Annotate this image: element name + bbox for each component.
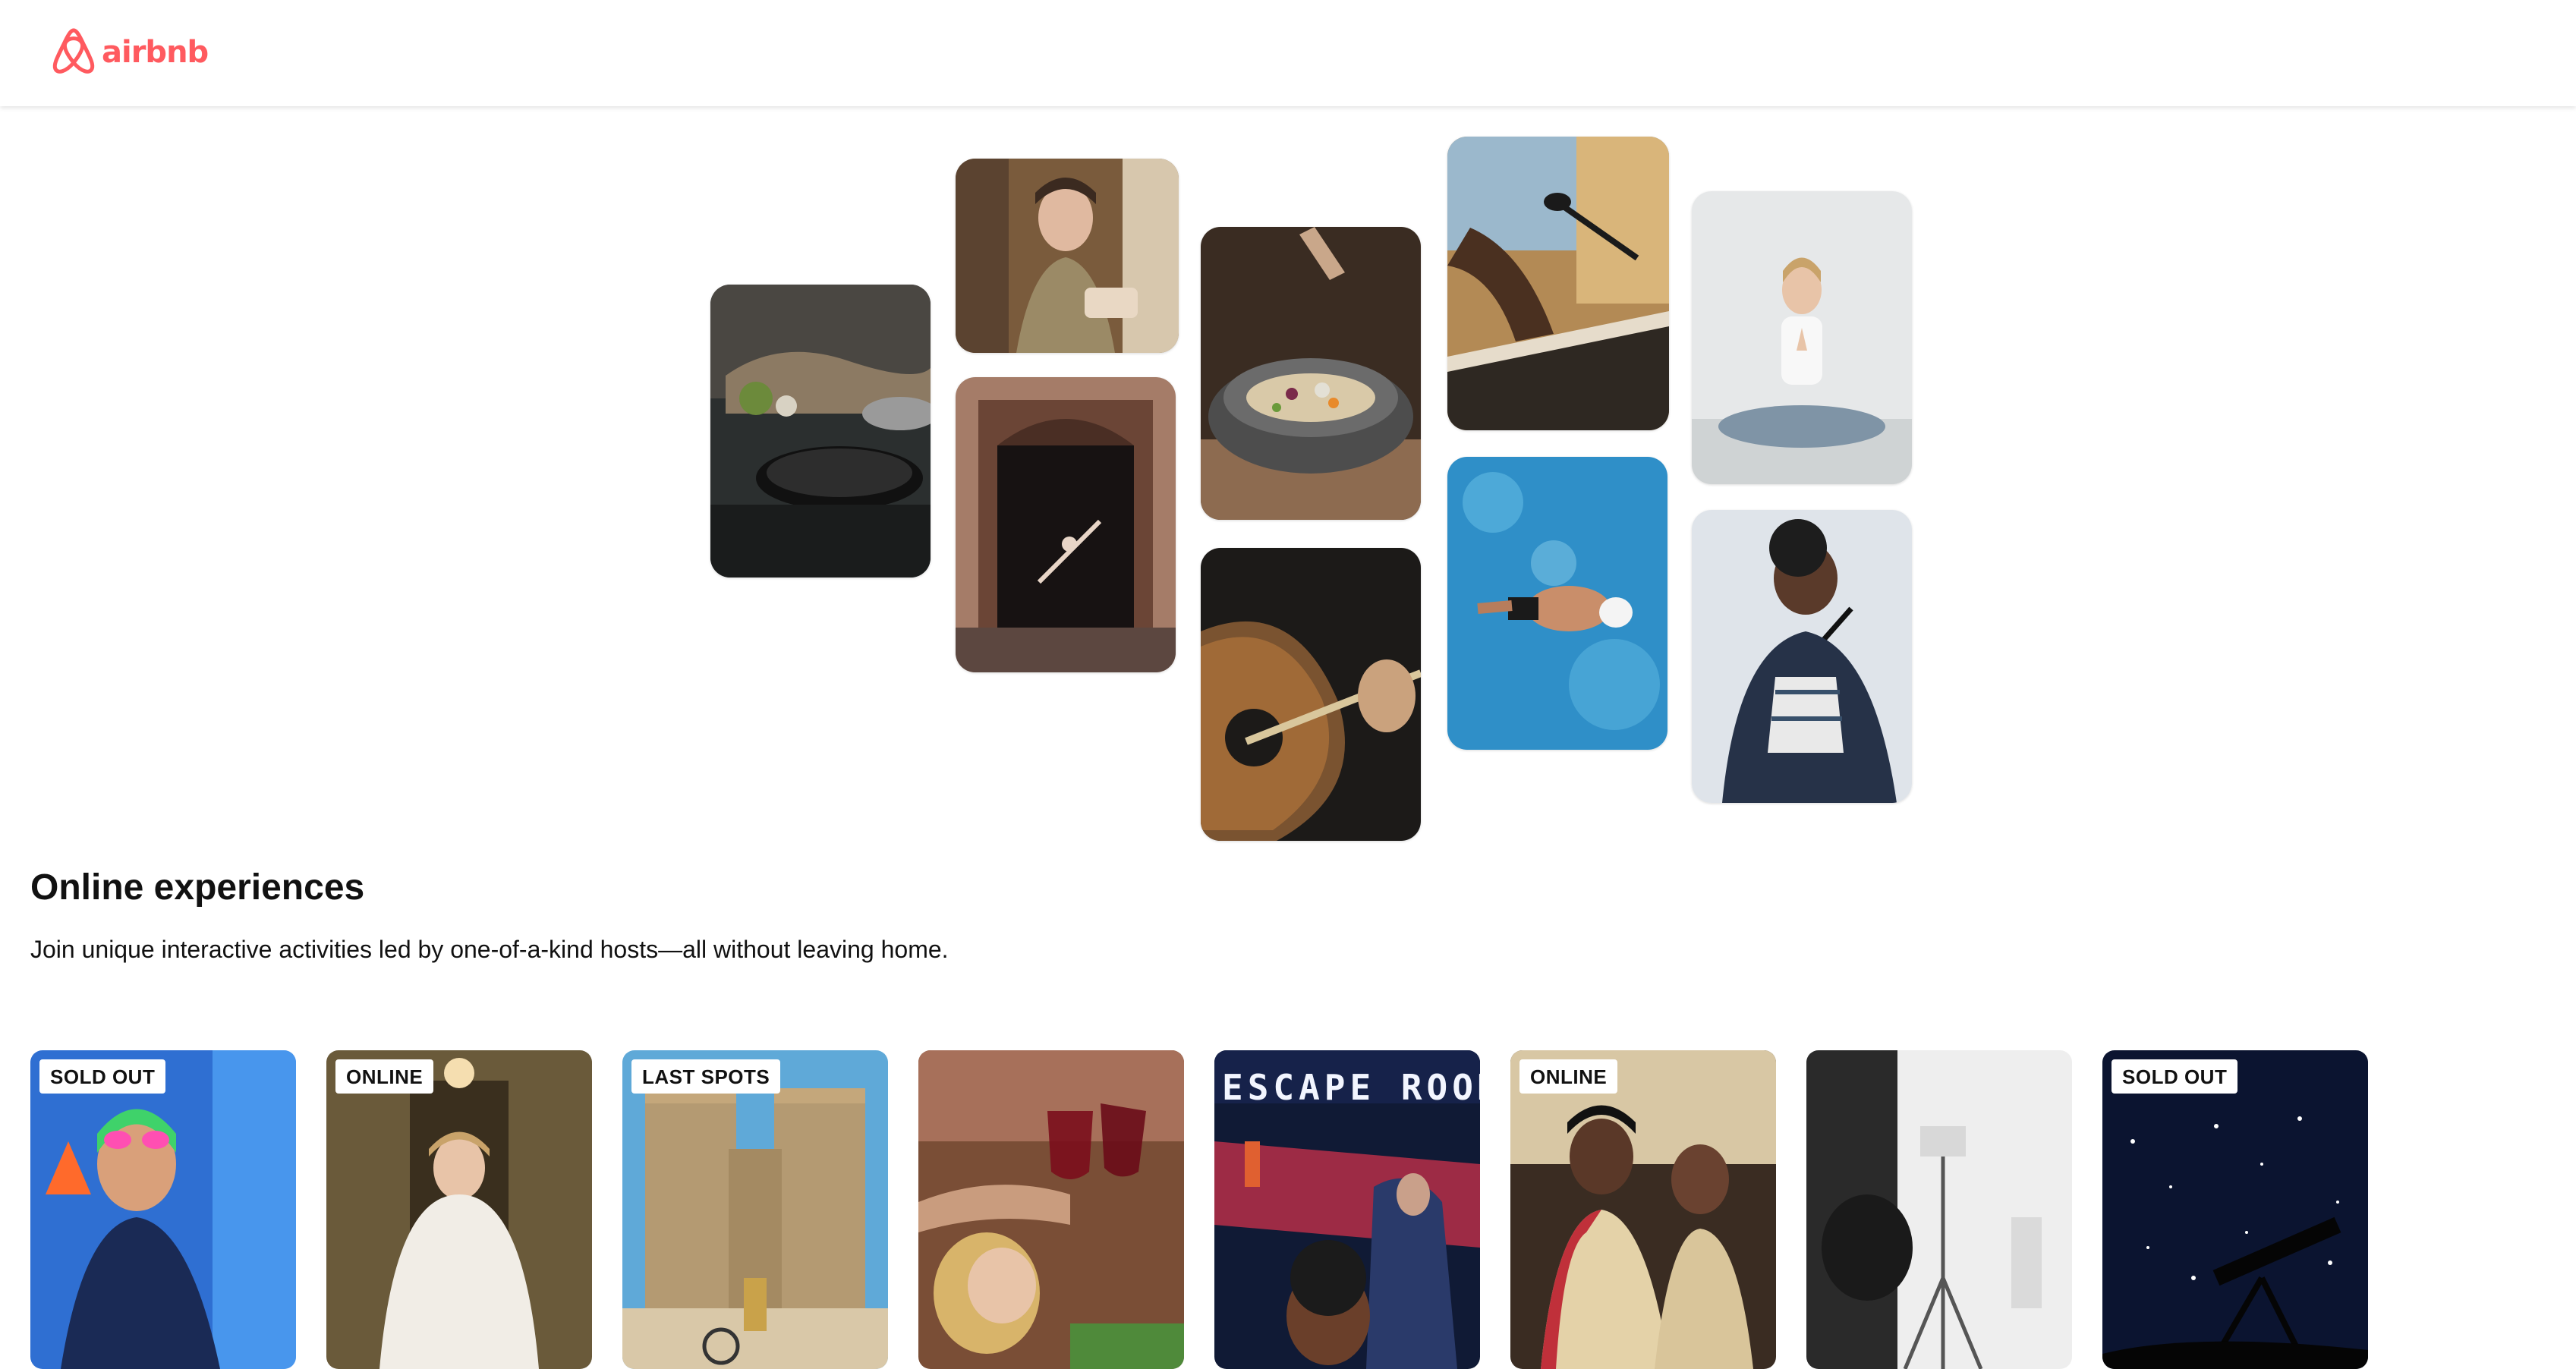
card-badge: ONLINE xyxy=(1519,1059,1618,1094)
hero-tile-dancer-doorway xyxy=(956,377,1176,672)
hero-tile-yoga-woman xyxy=(1692,191,1912,484)
experience-card-cooking-class[interactable]: ONLINE xyxy=(1510,1050,1776,1369)
section-title: Online experiences xyxy=(30,867,365,908)
experience-card-stargazing[interactable]: SOLD OUT xyxy=(2102,1050,2368,1369)
experience-card-wine-toast[interactable] xyxy=(918,1050,1184,1369)
airbnb-belo-icon xyxy=(50,27,97,77)
hero-tile-cooking-pans xyxy=(710,285,931,577)
card-badge: SOLD OUT xyxy=(2112,1059,2238,1094)
card-badge: LAST SPOTS xyxy=(631,1059,781,1094)
hero-tile-keyboard-mic xyxy=(1447,137,1669,430)
section-subtitle: Join unique interactive activities led b… xyxy=(30,936,949,963)
card-badge: SOLD OUT xyxy=(39,1059,166,1094)
hero-tile-food-bowl xyxy=(1201,227,1421,520)
airbnb-logo-link[interactable]: airbnb xyxy=(50,27,209,77)
logo-wordmark: airbnb xyxy=(102,35,209,70)
hero-tile-singer xyxy=(1692,510,1912,803)
experience-card-escape-room[interactable]: ESCAPE ROOM xyxy=(1214,1050,1480,1369)
hero-tile-swimmer xyxy=(1447,457,1667,750)
experience-card-city-towers[interactable]: LAST SPOTS xyxy=(622,1050,888,1369)
hero-tile-chef-woman xyxy=(956,159,1179,353)
escape-room-poster-title: ESCAPE ROOM xyxy=(1222,1067,1480,1108)
experience-card-bride[interactable]: ONLINE xyxy=(326,1050,592,1369)
top-header: airbnb xyxy=(0,0,2576,106)
hero-tile-guitar xyxy=(1201,548,1421,841)
card-badge: ONLINE xyxy=(335,1059,434,1094)
experience-card-swimmer[interactable]: SOLD OUT xyxy=(30,1050,296,1369)
experience-card-photo-studio[interactable] xyxy=(1806,1050,2072,1369)
